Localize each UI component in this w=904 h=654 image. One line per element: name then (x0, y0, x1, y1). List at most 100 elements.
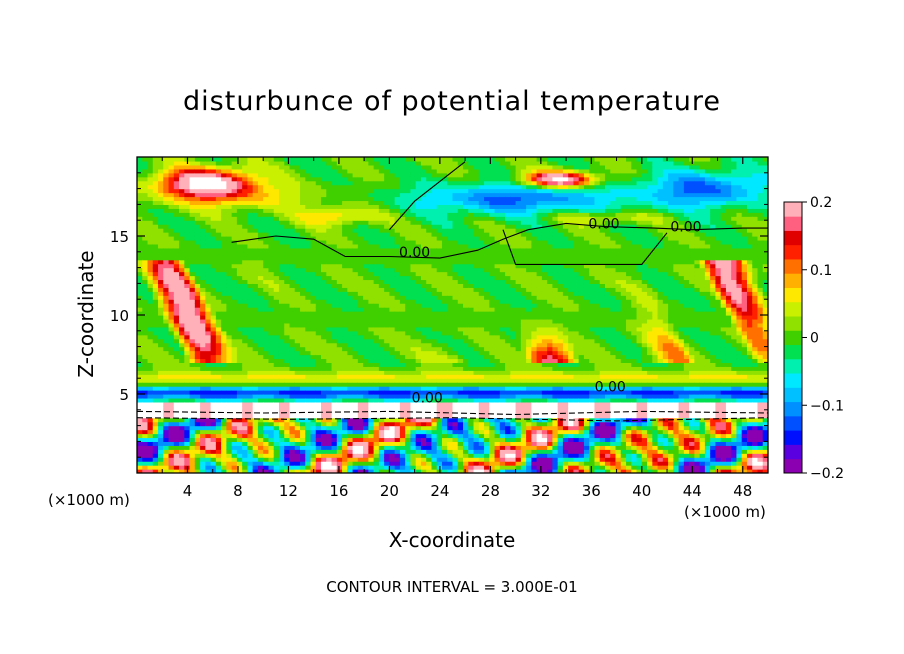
heatmap-cell (158, 342, 164, 348)
heatmap-cell (331, 461, 338, 466)
heatmap-cell (342, 172, 348, 178)
heatmap-cell (363, 236, 369, 241)
heatmap-cell (242, 342, 249, 348)
heatmap-cell (447, 386, 454, 391)
heatmap-cell (363, 318, 369, 324)
heatmap-cell (315, 366, 322, 371)
heatmap-cell (163, 338, 170, 344)
heatmap-cell (452, 330, 459, 336)
heatmap-cell (368, 350, 375, 356)
heatmap-cell (373, 184, 380, 190)
heatmap-cell (305, 247, 312, 253)
heatmap-cell (163, 160, 170, 166)
heatmap-cell (200, 441, 206, 446)
heatmap-cell (194, 354, 201, 360)
heatmap-cell (205, 255, 212, 261)
heatmap-cell (236, 390, 243, 395)
heatmap-cell (252, 220, 259, 225)
heatmap-cell (426, 176, 433, 182)
heatmap-cell (331, 216, 338, 221)
heatmap-cell (152, 196, 159, 202)
heatmap-cell (457, 453, 464, 458)
heatmap-cell (210, 184, 217, 190)
heatmap-cell (252, 168, 259, 174)
heatmap-cell (384, 350, 390, 356)
heatmap-cell (347, 263, 354, 269)
heatmap-cell (405, 378, 412, 383)
heatmap-cell (215, 342, 222, 348)
heatmap-cell (431, 318, 438, 324)
heatmap-cell (152, 311, 159, 316)
heatmap-cell (194, 303, 201, 308)
heatmap-cell (447, 334, 454, 340)
heatmap-cell (252, 405, 259, 411)
heatmap-cell (336, 433, 343, 439)
heatmap-cell (226, 243, 233, 249)
heatmap-cell (405, 176, 412, 182)
heatmap-cell (315, 362, 322, 367)
heatmap-cell (347, 224, 354, 229)
heatmap-cell (226, 283, 233, 288)
heatmap-cell (300, 232, 306, 237)
heatmap-cell (173, 295, 180, 300)
heatmap-cell (137, 311, 143, 316)
heatmap-cell (363, 157, 369, 162)
heatmap-cell (168, 232, 175, 237)
heatmap-cell (463, 358, 469, 363)
heatmap-cell (368, 413, 375, 419)
heatmap-cell (168, 184, 175, 190)
heatmap-cell (426, 192, 433, 198)
heatmap-cell (363, 397, 369, 403)
heatmap-cell (300, 362, 306, 367)
heatmap-cell (226, 164, 233, 170)
heatmap-cell (221, 334, 227, 340)
heatmap-cell (231, 338, 238, 344)
heatmap-cell (447, 370, 454, 375)
heatmap-cell (226, 307, 233, 312)
heatmap-cell (173, 370, 180, 375)
heatmap-cell (242, 307, 249, 312)
heatmap-cell (252, 346, 259, 352)
heatmap-cell (357, 184, 364, 190)
heatmap-cell (221, 224, 227, 229)
heatmap-cell (158, 318, 164, 324)
heatmap-cell (310, 421, 317, 427)
heatmap-cell (300, 469, 306, 473)
heatmap-cell (189, 307, 196, 312)
heatmap-cell (215, 216, 222, 221)
heatmap-cell (426, 243, 433, 249)
heatmap-cell (210, 220, 217, 225)
heatmap-cell (420, 397, 427, 403)
heatmap-cell (310, 338, 317, 344)
heatmap-cell (179, 188, 185, 194)
heatmap-cell (289, 334, 296, 340)
heatmap-cell (158, 433, 164, 439)
heatmap-cell (420, 465, 427, 470)
heatmap-cell (326, 224, 333, 229)
heatmap-cell (252, 386, 259, 391)
heatmap-cell (310, 291, 317, 296)
heatmap-cell (268, 461, 275, 466)
heatmap-cell (415, 469, 422, 473)
heatmap-cell (184, 216, 191, 221)
heatmap-cell (158, 405, 164, 411)
heatmap-cell (394, 180, 401, 186)
heatmap-cell (158, 421, 164, 427)
heatmap-cell (200, 326, 206, 332)
heatmap-cell (284, 405, 291, 411)
heatmap-cell (147, 378, 154, 383)
heatmap-cell (210, 382, 217, 387)
heatmap-cell (289, 275, 296, 281)
heatmap-cell (252, 374, 259, 379)
heatmap-cell (221, 216, 227, 221)
heatmap-cell (184, 279, 191, 284)
heatmap-cell (342, 425, 348, 431)
heatmap-cell (457, 259, 464, 265)
heatmap-cell (184, 271, 191, 277)
heatmap-cell (152, 326, 159, 332)
heatmap-cell (310, 370, 317, 375)
heatmap-cell (420, 386, 427, 391)
heatmap-cell (289, 307, 296, 312)
heatmap-cell (173, 263, 180, 269)
heatmap-cell (378, 461, 385, 466)
